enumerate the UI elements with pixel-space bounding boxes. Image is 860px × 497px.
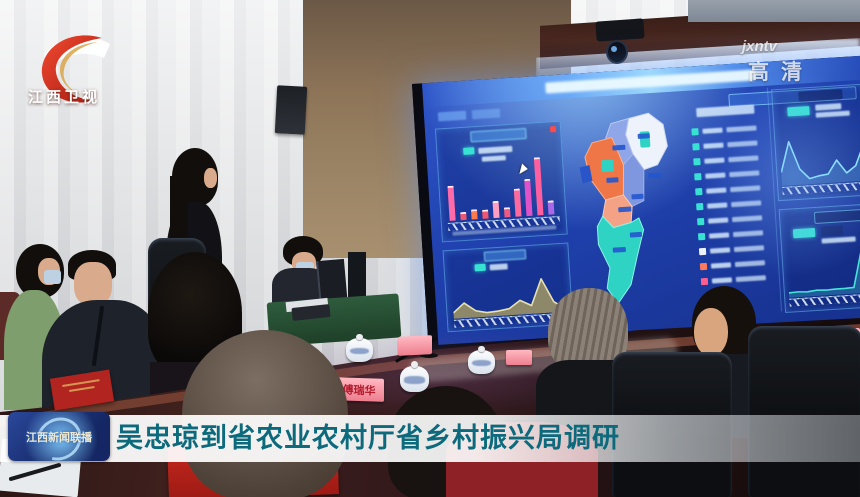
camera-lens-icon [606,40,628,64]
map-label-chips [606,133,662,253]
microphone [390,336,438,363]
teacup [400,361,429,392]
channel-logo [24,24,134,112]
caption-text: 吴忠琼到省农业农村厅省乡村振兴局调研 [116,423,620,453]
name-plate [506,350,532,365]
suit-man-face [74,262,112,306]
watermark-jxntv: jxntv [742,38,778,55]
dashboard [421,54,860,345]
spike-area-chart [788,250,860,298]
spike-chart-panel [778,203,860,314]
province-map [579,112,668,305]
program-badge-text: 江西新闻联播 [26,431,92,444]
line-chart-panel [771,83,860,202]
conference-camera [595,18,645,42]
area-chart-panel-left [442,242,574,333]
wall-speaker [274,85,308,135]
cyan-line-chart [780,140,860,186]
olive-area-chart [452,278,566,319]
hd-badge: 高清 [748,61,814,84]
teacup [468,345,495,374]
camera-lens-glint [611,46,617,52]
badge-glow [8,412,110,461]
lens-flare-small [421,54,860,345]
caption-bar [0,415,860,462]
green-woman-mask [44,270,61,284]
young-man-face [694,308,728,356]
teacup [346,333,373,362]
channel-logo-text: 江西卫视 [28,89,101,106]
foreground-head-gray [182,330,348,497]
name-plate [398,335,432,356]
presenter-face [204,168,217,188]
led-dashboard-screen [412,54,860,354]
leather-chair [748,326,860,497]
ceiling-strip [688,0,860,22]
program-badge: 江西新闻联播 [8,412,110,461]
channel-logo-icon [41,35,110,103]
